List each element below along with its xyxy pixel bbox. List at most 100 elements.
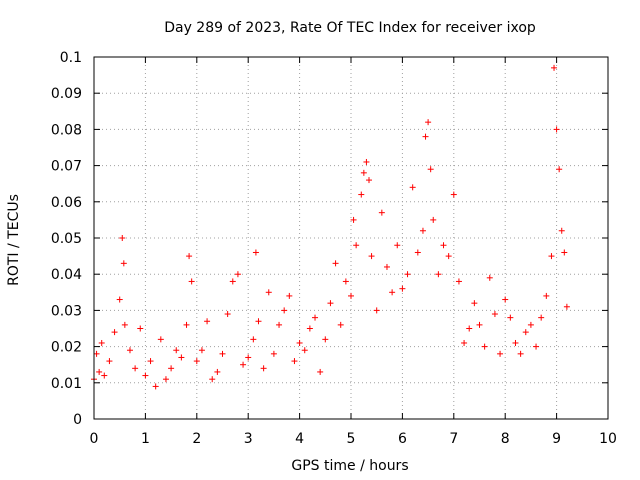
data-point <box>116 296 123 303</box>
data-point <box>142 372 149 379</box>
data-point <box>281 307 288 314</box>
data-point <box>491 311 498 318</box>
data-point <box>533 343 540 350</box>
data-point <box>301 347 308 354</box>
data-point <box>556 166 563 173</box>
data-point <box>119 235 126 241</box>
data-point <box>394 242 401 249</box>
data-point <box>224 311 231 318</box>
data-point <box>327 300 334 307</box>
data-point <box>183 321 190 328</box>
x-tick-label: 6 <box>398 431 407 447</box>
data-point <box>121 321 128 328</box>
data-point <box>245 354 252 361</box>
data-point <box>337 321 344 328</box>
data-point <box>450 191 457 198</box>
data-point <box>427 166 434 173</box>
data-point <box>538 314 545 321</box>
data-point <box>517 350 524 357</box>
data-point <box>234 271 241 278</box>
data-point <box>350 216 357 223</box>
y-tick-label: 0.02 <box>51 340 82 356</box>
data-point <box>291 358 298 365</box>
y-tick-label: 0.07 <box>51 159 82 175</box>
data-point <box>98 339 105 346</box>
data-point <box>137 325 144 332</box>
data-point <box>342 278 349 285</box>
data-point <box>96 368 103 375</box>
data-point <box>219 350 226 357</box>
y-tick-label: 0.05 <box>51 231 82 247</box>
data-point <box>198 347 205 354</box>
data-point <box>93 350 100 357</box>
chart-title: Day 289 of 2023, Rate Of TEC Index for r… <box>164 20 536 36</box>
data-point <box>373 307 380 314</box>
y-tick-label: 0.01 <box>51 376 82 392</box>
data-point <box>188 278 195 285</box>
data-point <box>178 354 185 361</box>
data-point <box>561 249 568 256</box>
data-point <box>276 321 283 328</box>
data-point <box>383 263 390 270</box>
x-tick-label: 1 <box>141 431 150 447</box>
data-point <box>399 285 406 292</box>
data-point <box>553 126 560 133</box>
y-tick-label: 0.03 <box>51 303 82 319</box>
y-tick-label: 0.06 <box>51 195 82 211</box>
data-point <box>120 260 127 267</box>
data-point <box>507 314 514 321</box>
x-tick-label: 3 <box>244 431 253 447</box>
data-point <box>312 314 319 321</box>
data-point <box>229 278 236 285</box>
data-point <box>378 209 385 216</box>
data-point <box>476 321 483 328</box>
data-point <box>368 253 375 260</box>
data-point <box>502 296 509 303</box>
data-point <box>409 184 416 191</box>
data-point <box>106 358 113 365</box>
x-axis-label: GPS time / hours <box>291 458 408 474</box>
data-point <box>255 318 262 325</box>
data-point <box>111 329 118 336</box>
data-point <box>317 368 324 375</box>
y-tick-label: 0.09 <box>51 86 82 102</box>
y-axis-label: ROTI / TECUs <box>6 194 22 286</box>
data-point <box>481 343 488 350</box>
data-point <box>548 253 555 260</box>
x-tick-label: 7 <box>449 431 458 447</box>
data-point <box>419 227 426 234</box>
x-tick-label: 9 <box>552 431 561 447</box>
data-point <box>260 365 267 372</box>
data-point <box>209 376 216 383</box>
data-point <box>270 350 277 357</box>
data-point <box>193 358 200 365</box>
data-point <box>306 325 313 332</box>
data-point <box>332 260 339 267</box>
data-point <box>497 350 504 357</box>
data-point <box>252 249 259 256</box>
data-point <box>322 336 329 343</box>
y-tick-label: 0.1 <box>60 50 82 66</box>
data-point <box>425 119 432 126</box>
data-point <box>445 253 452 260</box>
data-point <box>404 271 411 278</box>
data-point <box>173 347 180 354</box>
x-tick-label: 0 <box>90 431 99 447</box>
data-point <box>563 303 570 310</box>
data-point <box>157 336 164 343</box>
data-point <box>455 278 462 285</box>
data-point <box>296 339 303 346</box>
data-point <box>414 249 421 256</box>
data-point <box>466 325 473 332</box>
data-point <box>512 339 519 346</box>
data-point <box>363 158 370 165</box>
data-point <box>440 242 447 249</box>
data-point <box>348 292 354 299</box>
x-tick-label: 2 <box>192 431 201 447</box>
data-point <box>527 321 534 328</box>
data-point <box>240 361 247 368</box>
data-point <box>430 216 437 223</box>
data-point <box>486 274 493 281</box>
data-point <box>204 318 211 325</box>
